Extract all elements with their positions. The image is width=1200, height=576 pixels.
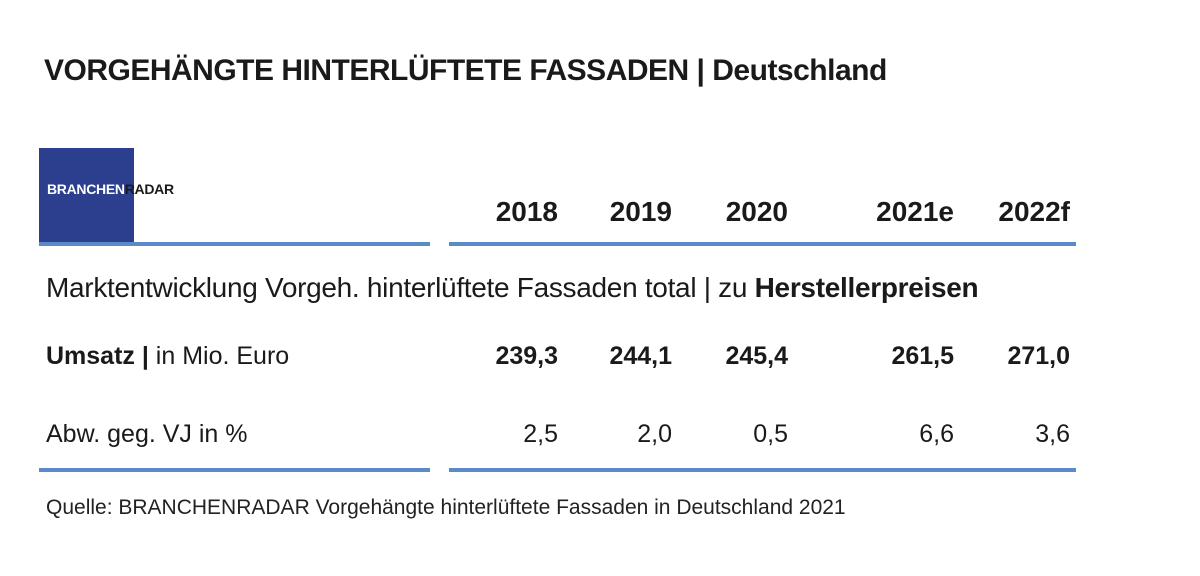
page-title: VORGEHÄNGTE HINTERLÜFTETE FASSADEN | Deu…	[44, 54, 887, 87]
umsatz-2018: 239,3	[495, 342, 558, 370]
umsatz-2019: 244,1	[609, 342, 672, 370]
abw-2020: 0,5	[753, 420, 788, 448]
logo-word-branchen: BRANCHEN	[47, 181, 125, 197]
section-heading: Marktentwicklung Vorgeh. hinterlüftete F…	[46, 272, 979, 304]
row-label-umsatz-bold: Umsatz |	[46, 342, 149, 370]
abw-2022f: 3,6	[1035, 420, 1070, 448]
footer-rule-left	[39, 468, 430, 472]
branchenradar-logo	[39, 148, 134, 243]
umsatz-2020: 245,4	[725, 342, 788, 370]
abw-2021e: 6,6	[919, 420, 954, 448]
abw-2018: 2,5	[523, 420, 558, 448]
header-rule-right	[449, 242, 1076, 246]
section-heading-text: Marktentwicklung Vorgeh. hinterlüftete F…	[46, 272, 755, 303]
abw-2019: 2,0	[637, 420, 672, 448]
year-2021e: 2021e	[876, 196, 954, 227]
logo-text: BRANCHENRADAR	[47, 181, 174, 197]
year-2020: 2020	[725, 196, 788, 227]
year-2018: 2018	[495, 196, 558, 227]
row-label-umsatz: Umsatz | in Mio. Euro	[46, 342, 289, 371]
logo-word-radar: RADAR	[124, 181, 174, 197]
footer-rule-right	[449, 468, 1076, 472]
umsatz-2021e: 261,5	[891, 342, 954, 370]
row-label-abw: Abw. geg. VJ in %	[46, 420, 248, 448]
row-label-umsatz-rest: in Mio. Euro	[148, 342, 290, 370]
umsatz-2022f: 271,0	[1007, 342, 1070, 370]
source-note: Quelle: BRANCHENRADAR Vorgehängte hinter…	[46, 496, 846, 519]
section-heading-bold: Herstellerpreisen	[754, 272, 979, 303]
year-2019: 2019	[609, 196, 672, 227]
header-rule-left	[39, 242, 430, 246]
year-2022f: 2022f	[998, 196, 1070, 227]
